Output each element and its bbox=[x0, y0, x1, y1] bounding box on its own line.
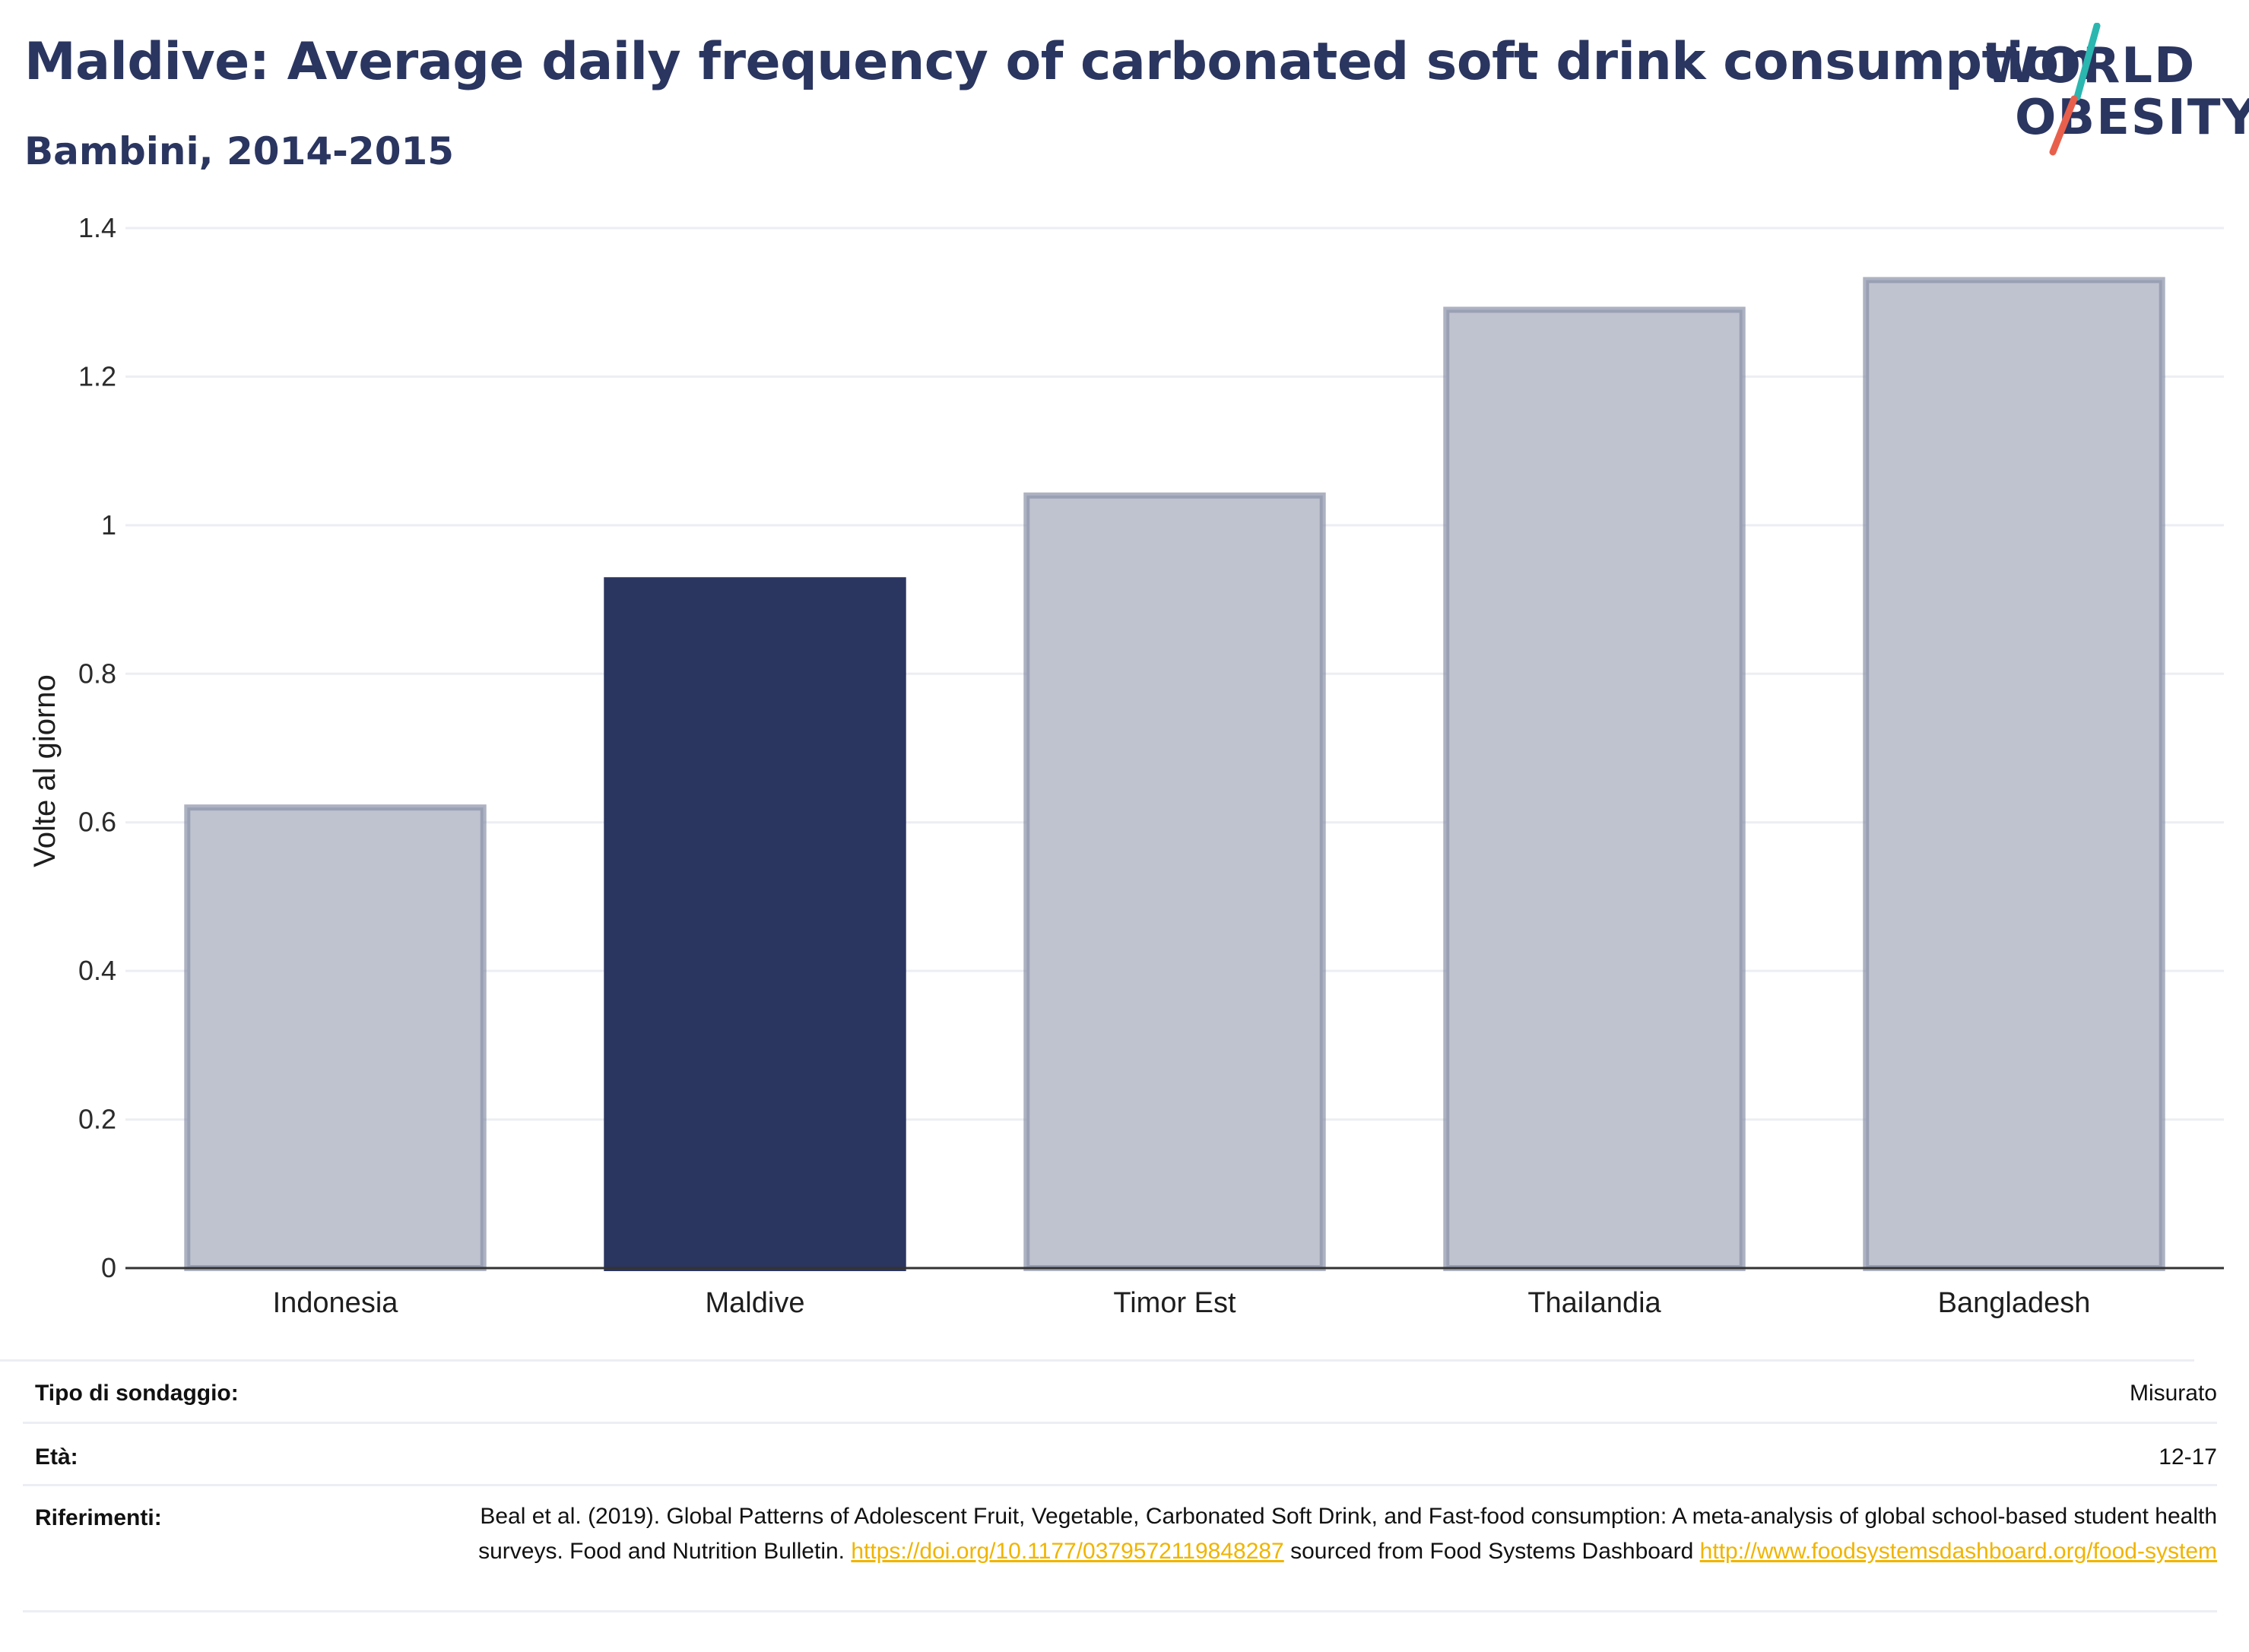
age-label: Età: bbox=[35, 1444, 78, 1470]
y-tick-label: 1.2 bbox=[78, 360, 116, 392]
y-tick-label: 0.8 bbox=[78, 658, 116, 689]
x-tick-label: Indonesia bbox=[273, 1287, 399, 1319]
x-tick-label: Maldive bbox=[706, 1287, 805, 1319]
bar-indonesia bbox=[184, 804, 487, 1271]
x-tick-label: Timor Est bbox=[1113, 1287, 1236, 1319]
meta-divider-age bbox=[23, 1422, 2217, 1424]
y-tick-label: 0.6 bbox=[78, 807, 116, 838]
bar-chart: 0 0.2 0.4 0.6 0.8 1 1.2 1.4 Indonesia Maldive Timo… bbox=[28, 212, 2224, 1319]
meta-divider-top bbox=[0, 1359, 2194, 1362]
meta-divider-references bbox=[23, 1484, 2217, 1486]
y-tick-label: 0 bbox=[101, 1252, 116, 1283]
bar-timor-est bbox=[1023, 492, 1326, 1271]
bar-bangladesh bbox=[1863, 277, 2165, 1271]
y-tick-label: 1.4 bbox=[78, 212, 116, 243]
bar-thailandia bbox=[1443, 306, 1746, 1271]
x-tick-label: Bangladesh bbox=[1938, 1287, 2091, 1319]
y-tick-label: 1 bbox=[101, 509, 116, 541]
chart-title: Maldive: Average daily frequency of carb… bbox=[24, 32, 2095, 92]
references-source: sourced from Food Systems Dashboard bbox=[1290, 1539, 1694, 1564]
bar-maldive bbox=[604, 577, 906, 1271]
x-tick-label: Thailandia bbox=[1527, 1287, 1661, 1319]
food-systems-link[interactable]: http://www.foodsystemsdashboard.org/food… bbox=[1699, 1539, 2217, 1564]
survey-type-label: Tipo di sondaggio: bbox=[35, 1381, 239, 1406]
y-axis-title: Volte al giorno bbox=[28, 674, 62, 867]
references-citation: Beal et al. (2019). Global Patterns of A… bbox=[478, 1504, 2217, 1564]
y-tick-label: 0.4 bbox=[78, 955, 116, 986]
world-obesity-logo: WORLD OBESITY bbox=[1984, 23, 2249, 160]
references-label: Riferimenti: bbox=[35, 1505, 162, 1530]
logo-slash-icon bbox=[2049, 23, 2101, 156]
references-text: Beal et al. (2019). Global Patterns of A… bbox=[468, 1499, 2217, 1569]
doi-link[interactable]: https://doi.org/10.1177/0379572119848287 bbox=[851, 1539, 1284, 1564]
logo-line-2: OBESITY bbox=[2015, 90, 2249, 146]
age-value: 12-17 bbox=[2159, 1444, 2217, 1470]
survey-type-value: Misurato bbox=[2129, 1381, 2217, 1406]
y-tick-label: 0.2 bbox=[78, 1104, 116, 1135]
meta-divider-bottom bbox=[23, 1610, 2217, 1612]
chart-subtitle: Bambini, 2014-2015 bbox=[24, 129, 455, 173]
